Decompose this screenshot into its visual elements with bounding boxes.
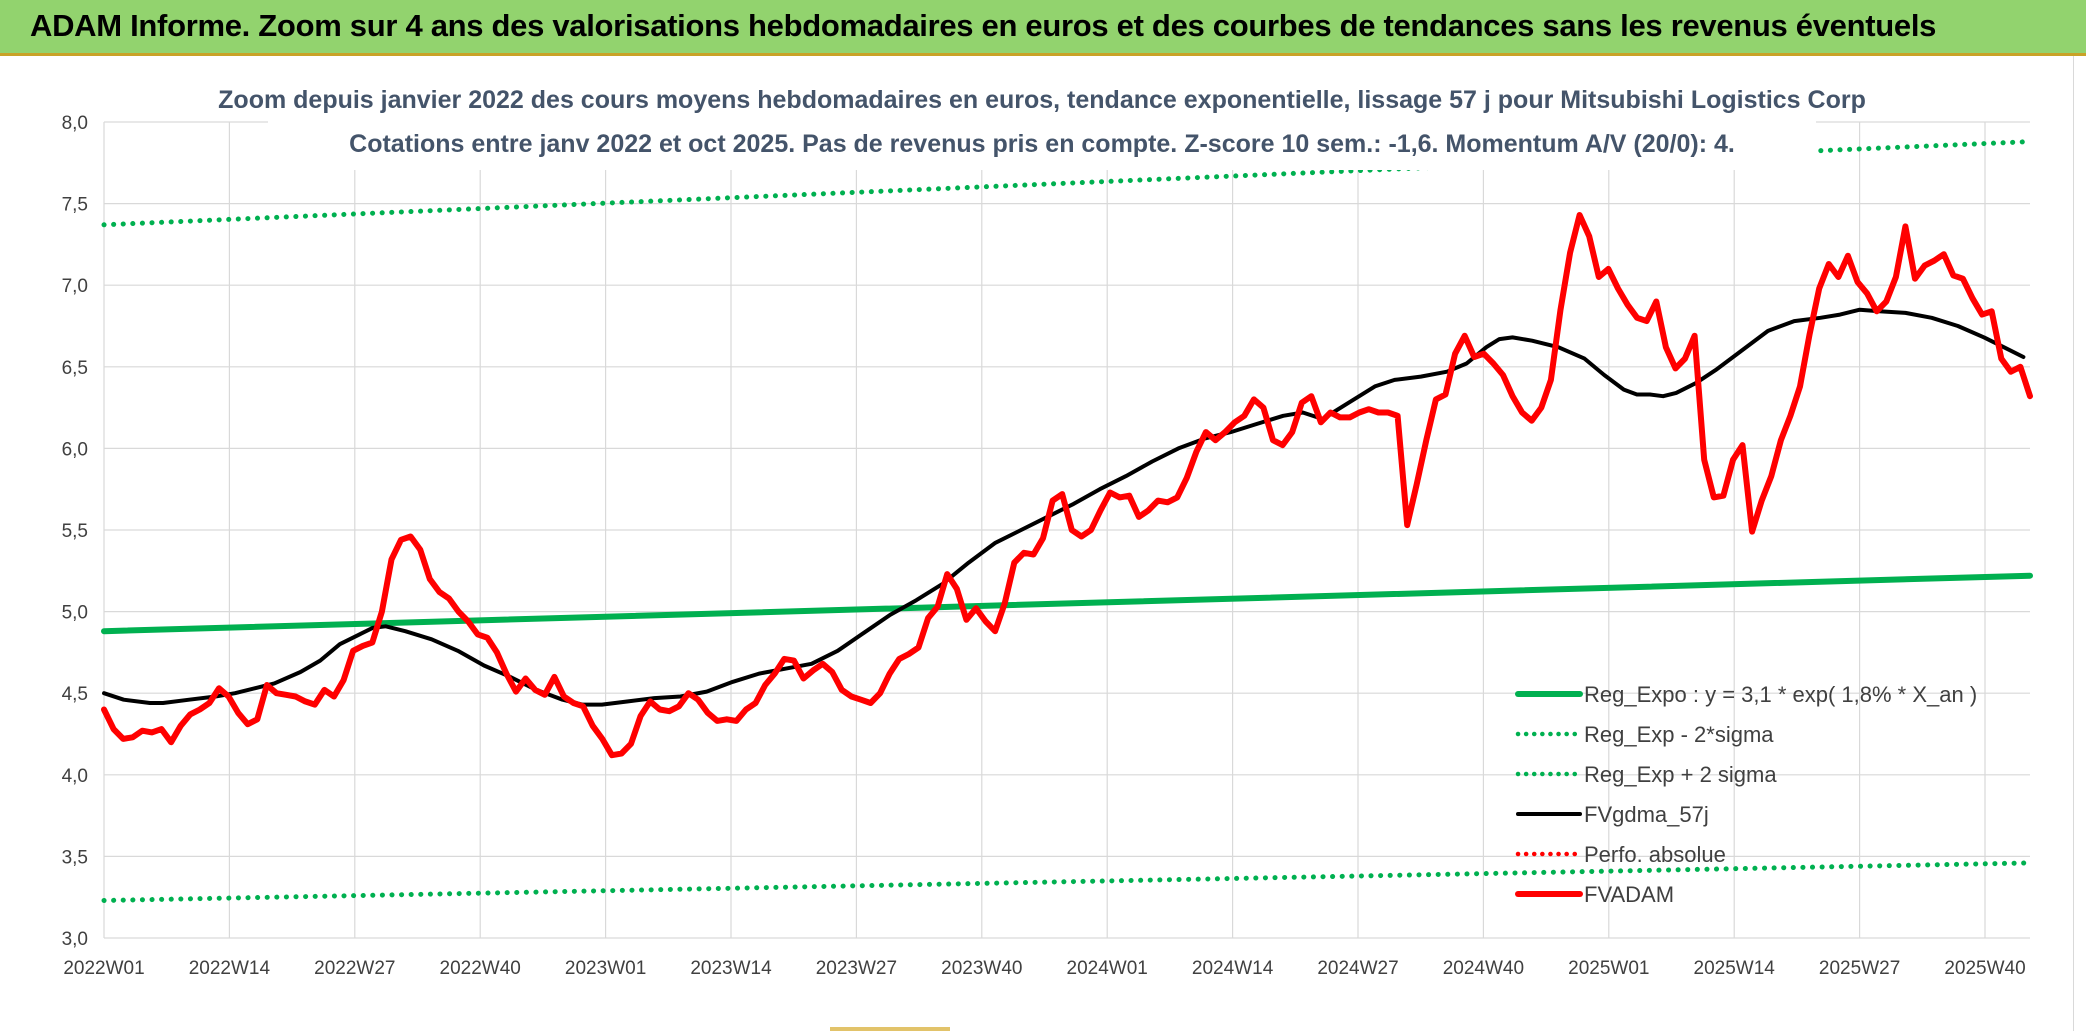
legend-label: Reg_Exp - 2*sigma: [1584, 722, 1774, 747]
series-line-fvadam: [101, 212, 2033, 759]
chart-subtitle: Cotations entre janv 2022 et oct 2025. P…: [349, 130, 1735, 158]
y-tick-label: 5,0: [62, 603, 88, 624]
x-tick-label: 2025W40: [1944, 958, 2025, 979]
title-banner: ADAM Informe. Zoom sur 4 ans des valoris…: [0, 0, 2086, 56]
x-tick-label: 2023W27: [816, 958, 897, 979]
x-tick-label: 2025W14: [1694, 958, 1776, 979]
series-line-reg-expo: [101, 572, 2033, 635]
x-tick-label: 2022W27: [314, 958, 395, 979]
x-tick-label: 2024W01: [1067, 958, 1148, 979]
legend-label: FVgdma_57j: [1584, 802, 1709, 827]
y-tick-label: 6,0: [62, 439, 88, 460]
x-tick-label: 2022W40: [440, 958, 521, 979]
y-tick-label: 3,5: [62, 847, 88, 868]
x-tick-label: 2023W01: [565, 958, 646, 979]
chart-series: [101, 139, 2033, 903]
y-tick-label: 7,5: [62, 195, 88, 216]
legend-label: FVADAM: [1584, 882, 1674, 907]
series-line-reg-minus-2sigma: [101, 860, 2033, 903]
y-axis-ticks: 3,0 3,5 4,0 4,5 5,0 5,5 6,0 6,5 7,0 7,5 8,0: [62, 113, 88, 950]
right-edge: [2073, 56, 2086, 1031]
x-tick-label: 2024W27: [1317, 958, 1398, 979]
chart-legend: Reg_Expo : y = 3,1 * exp( 1,8% * X_an ) R…: [1515, 682, 1977, 907]
line-chart: 3,0 3,5 4,0 4,5 5,0 5,5 6,0 6,5 7,0 7,5 8,0 2022W0…: [62, 82, 2033, 979]
y-tick-label: 4,0: [62, 766, 88, 787]
x-tick-label: 2022W14: [189, 958, 271, 979]
chart-area: 3,0 3,5 4,0 4,5 5,0 5,5 6,0 6,5 7,0 7,5 8,0 2022W0…: [0, 56, 2086, 1031]
legend-label: Reg_Exp + 2 sigma: [1584, 762, 1777, 787]
y-tick-label: 6,5: [62, 358, 88, 379]
y-tick-label: 3,0: [62, 929, 88, 950]
x-tick-label: 2024W14: [1192, 958, 1274, 979]
banner-title: ADAM Informe. Zoom sur 4 ans des valoris…: [30, 8, 1937, 43]
subtitle-backdrop: [268, 82, 1816, 170]
x-tick-label: 2022W01: [63, 958, 144, 979]
x-tick-label: 2023W40: [941, 958, 1022, 979]
x-tick-label: 2025W01: [1568, 958, 1649, 979]
x-axis-ticks: 2022W01 2022W14 2022W27 2022W40 2023W01 2023W…: [63, 958, 2025, 979]
x-tick-label: 2023W14: [690, 958, 772, 979]
chart-grid: [103, 121, 2030, 939]
legend-label: Perfo. absolue: [1584, 842, 1726, 867]
legend-label: Reg_Expo : y = 3,1 * exp( 1,8% * X_an ): [1584, 682, 1977, 707]
y-tick-label: 8,0: [62, 113, 88, 134]
y-tick-label: 4,5: [62, 684, 88, 705]
x-tick-label: 2024W40: [1443, 958, 1524, 979]
chart-title: Zoom depuis janvier 2022 des cours moyen…: [218, 86, 1866, 114]
bottom-accent: [830, 1027, 950, 1031]
x-tick-label: 2025W27: [1819, 958, 1900, 979]
y-tick-label: 5,5: [62, 521, 88, 542]
y-tick-label: 7,0: [62, 276, 88, 297]
